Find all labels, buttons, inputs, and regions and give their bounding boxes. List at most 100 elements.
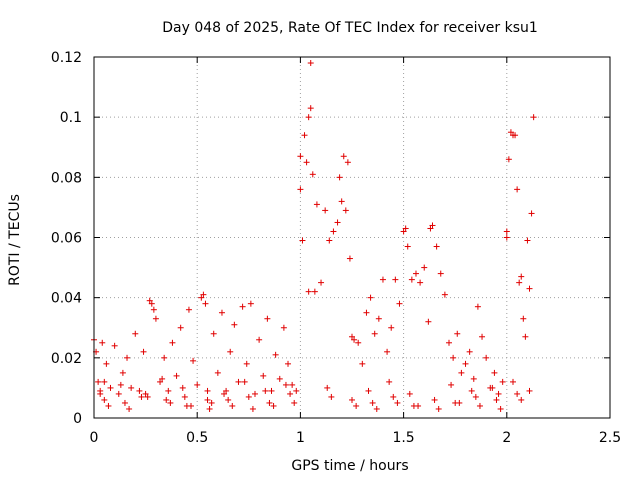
data-point [266,399,273,406]
data-point [136,387,143,394]
data-point [305,288,312,295]
data-point [142,390,149,397]
data-point [311,288,318,295]
x-tick-labels: 0 0.5 1 1.5 2 2.5 [90,430,622,446]
data-point [262,387,269,394]
data-point [101,396,108,403]
data-point [330,228,337,235]
data-point [365,387,372,394]
data-point [408,276,415,283]
data-point [514,186,521,193]
data-point [509,378,516,385]
data-point [287,390,294,397]
data-point [128,384,135,391]
y-tick-label: 0.02 [51,351,82,367]
data-point [528,210,535,217]
data-point [152,315,159,322]
data-point [115,390,122,397]
x-tick-label: 1 [296,430,305,446]
data-point [276,375,283,382]
data-point [173,372,180,379]
data-point [200,291,207,298]
data-point [181,393,188,400]
data-point [342,207,349,214]
data-point [264,315,271,322]
data-point [493,396,500,403]
data-point [400,228,407,235]
data-point [483,354,490,361]
data-point [472,393,479,400]
data-point [305,114,312,121]
data-point [297,186,304,193]
data-point [446,339,453,346]
data-point [412,270,419,277]
data-point [367,294,374,301]
data-point [241,378,248,385]
data-point [225,396,232,403]
plot-frame [93,56,611,419]
data-point [260,372,267,379]
data-point [231,321,238,328]
data-point [499,378,506,385]
data-point [388,324,395,331]
data-point [297,153,304,160]
data-point [204,396,211,403]
data-point [309,171,316,178]
data-point [124,354,131,361]
y-tick-label: 0.06 [51,231,82,247]
data-point [272,351,279,358]
data-point [188,402,195,409]
data-point [394,399,401,406]
data-point [491,369,498,376]
data-point [530,114,537,121]
data-point [301,132,308,139]
data-point [520,315,527,322]
data-point [307,105,314,112]
data-point [495,390,502,397]
data-point [303,159,310,166]
data-point [326,237,333,244]
data-point [514,390,521,397]
data-point [227,348,234,355]
y-tick-label: 0 [73,411,82,427]
data-point [373,405,380,412]
data-point [479,333,486,340]
data-point [489,384,496,391]
data-point [235,378,242,385]
data-point [437,270,444,277]
data-point [239,303,246,310]
data-point [251,390,258,397]
data-point [462,360,469,367]
data-point [421,264,428,271]
data-point [322,207,329,214]
data-point [441,291,448,298]
data-point [218,309,225,316]
data-point [518,396,525,403]
data-point [163,396,170,403]
data-point [202,300,209,307]
chart-title: Day 048 of 2025, Rate Of TEC Index for r… [162,20,538,36]
data-point [179,384,186,391]
data-point [282,381,289,388]
data-point [185,306,192,313]
data-point [344,159,351,166]
y-tick-label: 0.08 [51,170,82,186]
data-point [97,387,104,394]
data-point [503,234,510,241]
data-point [208,399,215,406]
data-point [427,225,434,232]
data-point [157,378,164,385]
data-point [121,399,128,406]
data-point [497,405,504,412]
y-tick-label: 0.12 [51,50,82,66]
data-point [433,243,440,250]
data-point [144,393,151,400]
data-point [384,348,391,355]
data-point [204,387,211,394]
x-tick-label: 0.5 [186,430,208,446]
data-point [206,405,213,412]
data-point [516,279,523,286]
data-point [336,174,343,181]
data-point [270,402,277,409]
data-point [148,300,155,307]
